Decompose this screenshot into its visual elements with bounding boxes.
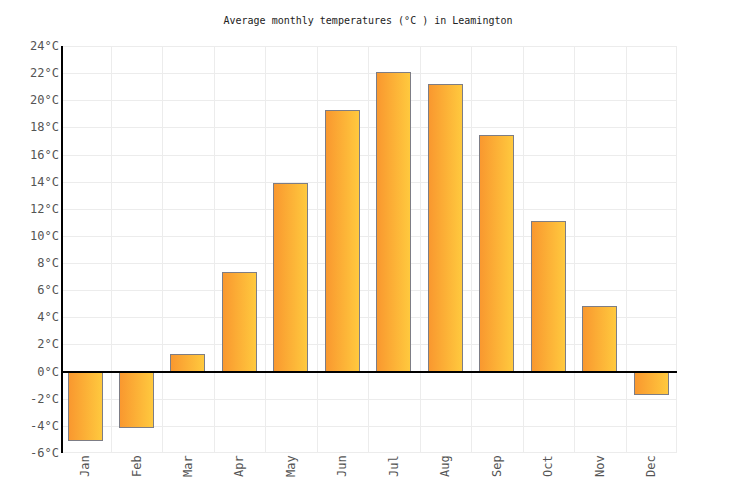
bar-jul bbox=[376, 72, 411, 372]
x-axis-label: Jul bbox=[387, 455, 401, 477]
gridline-h bbox=[63, 290, 677, 291]
bar-jan bbox=[68, 372, 103, 441]
y-axis-label: -4°C bbox=[0, 419, 59, 433]
gridline-v bbox=[317, 46, 318, 453]
gridline-h bbox=[63, 73, 677, 74]
gridline-h bbox=[63, 236, 677, 237]
gridline-v bbox=[265, 46, 266, 453]
gridline-v bbox=[162, 46, 163, 453]
y-axis-label: 4°C bbox=[0, 310, 59, 324]
y-axis-label: 18°C bbox=[0, 120, 59, 134]
gridline-h bbox=[63, 155, 677, 156]
gridline-v bbox=[368, 46, 369, 453]
gridline-v bbox=[574, 46, 575, 453]
x-axis-label: Oct bbox=[541, 455, 555, 477]
bar-apr bbox=[222, 272, 257, 372]
x-axis-label: Jan bbox=[78, 455, 92, 477]
temperature-bar-chart: Average monthly temperatures (°C ) in Le… bbox=[0, 0, 736, 500]
x-axis-label: Nov bbox=[593, 455, 607, 477]
gridline-h bbox=[63, 100, 677, 101]
bar-aug bbox=[428, 84, 463, 372]
bar-sep bbox=[479, 135, 514, 372]
y-axis-label: 12°C bbox=[0, 202, 59, 216]
gridline-v bbox=[420, 46, 421, 453]
x-axis-label: Dec bbox=[644, 455, 658, 477]
y-axis-label: -6°C bbox=[0, 446, 59, 460]
zero-line bbox=[63, 371, 677, 373]
gridline-h bbox=[63, 426, 677, 427]
y-axis-label: 10°C bbox=[0, 229, 59, 243]
gridline-v bbox=[523, 46, 524, 453]
gridline-v bbox=[111, 46, 112, 453]
bar-mar bbox=[170, 354, 205, 372]
y-axis-label: 16°C bbox=[0, 148, 59, 162]
gridline-h bbox=[63, 209, 677, 210]
y-axis-label: 0°C bbox=[0, 365, 59, 379]
bar-dec bbox=[634, 372, 669, 395]
x-axis-label: Apr bbox=[232, 455, 246, 477]
bar-may bbox=[273, 183, 308, 372]
x-axis-label: May bbox=[284, 455, 298, 477]
y-axis-label: 8°C bbox=[0, 256, 59, 270]
x-axis-label: Sep bbox=[490, 455, 504, 477]
y-axis-label: 2°C bbox=[0, 337, 59, 351]
gridline-v bbox=[214, 46, 215, 453]
x-axis-label: Feb bbox=[130, 455, 144, 477]
y-axis-label: 6°C bbox=[0, 283, 59, 297]
gridline-h bbox=[63, 452, 677, 453]
gridline-h bbox=[63, 127, 677, 128]
y-axis-label: -2°C bbox=[0, 392, 59, 406]
bar-nov bbox=[582, 306, 617, 372]
gridline-h bbox=[63, 182, 677, 183]
y-axis-label: 24°C bbox=[0, 39, 59, 53]
bar-jun bbox=[325, 110, 360, 372]
chart-title: Average monthly temperatures (°C ) in Le… bbox=[0, 15, 736, 27]
bar-oct bbox=[531, 221, 566, 372]
gridline-h bbox=[63, 399, 677, 400]
y-axis-label: 20°C bbox=[0, 93, 59, 107]
gridline-h bbox=[63, 46, 677, 47]
gridline-v bbox=[471, 46, 472, 453]
gridline-v bbox=[626, 46, 627, 453]
gridline-v bbox=[676, 46, 677, 453]
x-axis-label: Aug bbox=[438, 455, 452, 477]
y-axis-label: 22°C bbox=[0, 66, 59, 80]
x-axis-label: Jun bbox=[335, 455, 349, 477]
x-axis-label: Mar bbox=[181, 455, 195, 477]
y-axis-label: 14°C bbox=[0, 175, 59, 189]
plot-area bbox=[63, 46, 677, 453]
gridline-h bbox=[63, 263, 677, 264]
y-axis-line bbox=[61, 46, 63, 453]
bar-feb bbox=[119, 372, 154, 428]
